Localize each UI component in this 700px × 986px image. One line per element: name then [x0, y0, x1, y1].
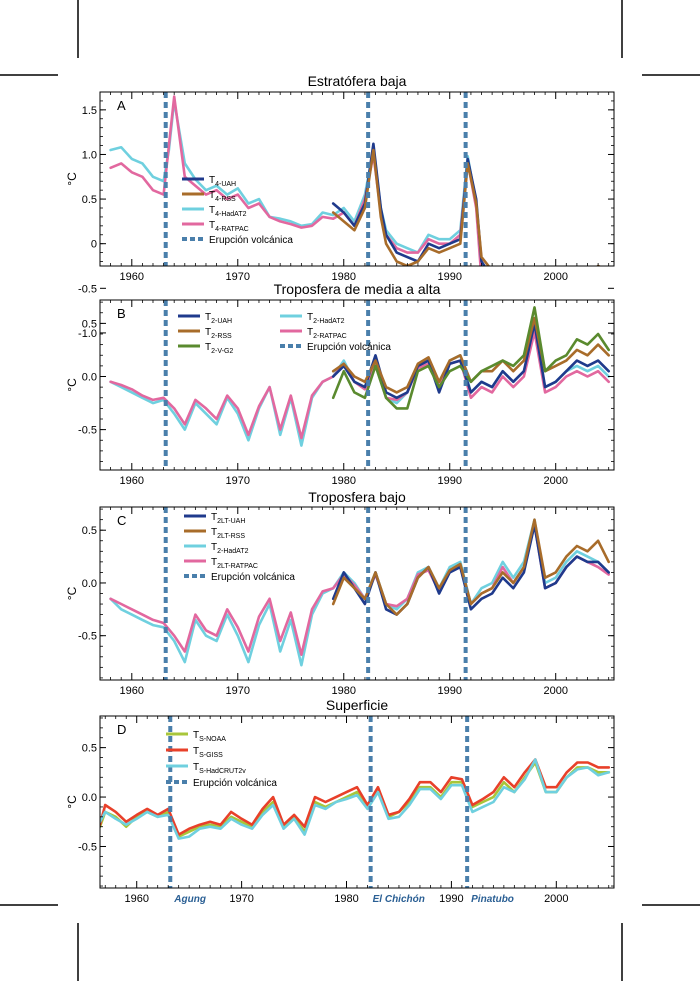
- y-tick-label: 0.5: [82, 318, 97, 330]
- y-tick-label: 1.5: [82, 105, 97, 117]
- legend-label: Erupción volcánica: [211, 572, 295, 583]
- volcano-label: El Chichón: [373, 894, 425, 905]
- series-line-v-g2: [331, 306, 610, 410]
- legend-label: T4-HadAT2: [209, 205, 247, 218]
- series-line-rss: [331, 518, 610, 616]
- panel-a: Estratófera baja 1.5 1.0 0.5 0 -0.5 -1.0 1960 19…: [65, 73, 615, 340]
- y-tick-label: 0: [91, 239, 97, 251]
- series-line-giss: [100, 758, 611, 836]
- y-tick-label: 0.0: [82, 372, 97, 384]
- legend-label: T2-HadAT2: [211, 542, 249, 555]
- y-tick-label: -0.5: [78, 283, 97, 295]
- legend-label: T2-RATPAC: [307, 327, 347, 340]
- legend: T4-UAH T4-RSS T4-HadAT2 T4-RATPAC Erupción v…: [182, 175, 293, 246]
- x-tick-label: 2000: [544, 893, 568, 905]
- x-tick-label: 1980: [332, 685, 356, 697]
- legend-label: T2-HadAT2: [307, 312, 345, 325]
- x-tick-label: 1990: [439, 893, 463, 905]
- legend-label: T2-RSS: [205, 327, 232, 340]
- series-line-hadat2: [109, 99, 483, 266]
- x-tick-label: 1990: [437, 271, 461, 283]
- x-tick-label: 1980: [332, 271, 356, 283]
- legend-label: T4-RATPAC: [209, 220, 249, 233]
- x-tick-label: 2000: [543, 475, 567, 487]
- legend-label: T4-RSS: [209, 190, 236, 203]
- x-tick-label: 1970: [229, 893, 253, 905]
- x-tick-label: 1990: [437, 475, 461, 487]
- y-tick-label: 0.0: [82, 578, 97, 590]
- y-axis-label: °C: [65, 586, 79, 600]
- y-axis-label: °C: [65, 795, 79, 809]
- x-tick-label: 1990: [437, 685, 461, 697]
- series-group: [109, 518, 610, 667]
- legend: T2LT-UAH T2LT-RSS T2-HadAT2 T2LT-RATPAC Erup…: [184, 512, 295, 583]
- legend-label: Erupción volcánica: [209, 235, 293, 246]
- panel-d: Superficie 0.5 0.0 -0.5 1960 1970 1980 1990 2000…: [65, 697, 615, 905]
- series-group: [100, 758, 611, 840]
- y-tick-label: 0.5: [82, 743, 97, 755]
- panel-title: Estratófera baja: [308, 73, 407, 89]
- volcano-label: Pinatubo: [471, 894, 514, 905]
- panel-c: Troposfera bajo 0.5 0.0 -0.5 1960 1970 1980 199…: [65, 489, 615, 697]
- panel-b: Troposfera de media a alta 0.5 0.0 -0.5 1960…: [65, 281, 615, 487]
- x-tick-label: 1960: [120, 271, 144, 283]
- y-tick-label: -0.5: [78, 631, 97, 643]
- panel-letter: A: [117, 98, 126, 113]
- x-tick-label: 1970: [226, 271, 250, 283]
- panel-letter: C: [117, 513, 126, 528]
- x-tick-label: 1980: [332, 475, 356, 487]
- legend-label: T2-UAH: [205, 312, 232, 325]
- panel-title: Superficie: [326, 697, 388, 713]
- legend-label: T2LT-RSS: [211, 527, 245, 540]
- legend: TS-NOAA TS-GISS TS-HadCRUT2v Erupción volcá…: [166, 730, 277, 789]
- x-tick-label: 1960: [124, 893, 148, 905]
- y-tick-label: -0.5: [78, 841, 97, 853]
- y-axis-label: °C: [65, 378, 79, 392]
- series-group: [109, 306, 610, 447]
- y-tick-label: 1.0: [82, 149, 97, 161]
- legend-label: TS-HadCRUT2v: [193, 762, 246, 775]
- x-tick-label: 1970: [226, 685, 250, 697]
- plot-frame: [99, 715, 615, 889]
- y-tick-label: 0.5: [82, 194, 97, 206]
- panel-letter: D: [117, 722, 126, 737]
- legend-label: T4-UAH: [209, 175, 236, 188]
- plot-frame: [99, 91, 615, 267]
- x-tick-label: 1980: [334, 893, 358, 905]
- y-axis-label: °C: [65, 172, 79, 186]
- x-tick-label: 2000: [543, 271, 567, 283]
- panel-title: Troposfera de media a alta: [274, 281, 441, 297]
- legend-label: TS-GISS: [193, 746, 223, 759]
- legend: T2-UAH T2-RSS T2-V-G2 T2-HadAT2 T2-RATPAC Eru…: [178, 312, 391, 355]
- y-tick-label: -0.5: [78, 425, 97, 437]
- x-tick-label: 2000: [543, 685, 567, 697]
- legend-label: TS-NOAA: [193, 730, 226, 743]
- legend-label: T2LT-UAH: [211, 512, 245, 525]
- x-tick-label: 1970: [226, 475, 250, 487]
- panel-title: Troposfera bajo: [308, 489, 406, 505]
- legend-label: Erupción volcánica: [193, 778, 277, 789]
- series-line-hadcrut2v: [100, 758, 611, 840]
- legend-label: T2LT-RATPAC: [211, 557, 258, 570]
- volcano-label: Agung: [173, 894, 206, 905]
- x-tick-label: 1960: [120, 475, 144, 487]
- y-tick-label: 0.0: [82, 792, 97, 804]
- x-tick-label: 1960: [120, 685, 144, 697]
- panel-letter: B: [117, 306, 126, 321]
- y-tick-label: 0.5: [82, 525, 97, 537]
- y-tick-label: -1.0: [78, 328, 97, 340]
- legend-label: T2-V-G2: [205, 342, 233, 355]
- series-line-rss: [331, 148, 602, 266]
- panels: Estratófera baja 1.5 1.0 0.5 0 -0.5 -1.0 1960 19…: [65, 73, 615, 905]
- legend-label: Erupción volcánica: [307, 342, 391, 353]
- plot-frame: [99, 299, 615, 471]
